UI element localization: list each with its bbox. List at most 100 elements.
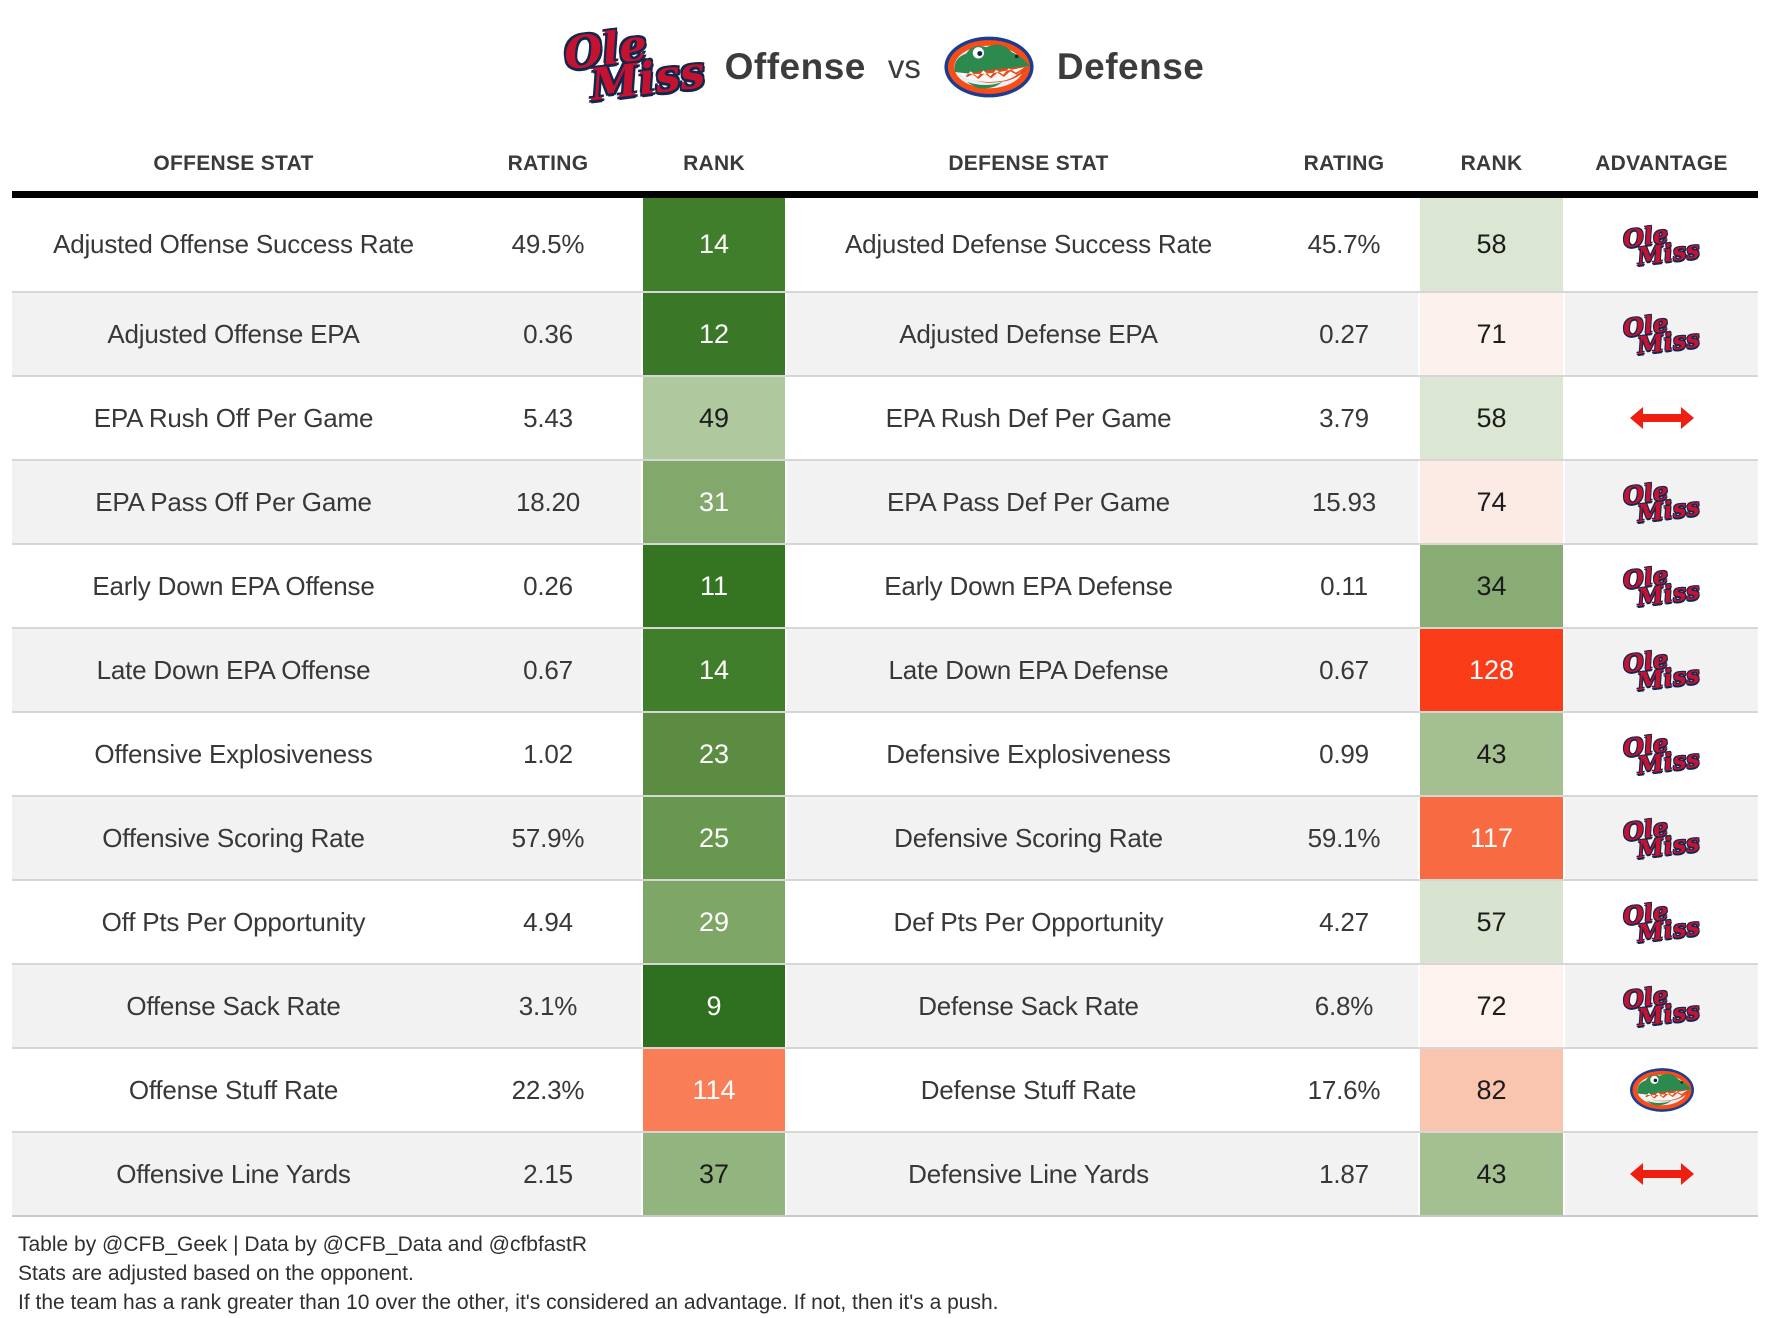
defense-stat-name: Def Pts Per Opportunity — [893, 906, 1164, 937]
advantage-push-arrow-icon — [1630, 1163, 1694, 1185]
defense-stat-name: EPA Pass Def Per Game — [887, 486, 1170, 517]
title-offense: Offense — [724, 46, 866, 87]
defense-rank-value: 72 — [1418, 965, 1565, 1047]
table-row: Late Down EPA Offense 0.67 14 Late Down … — [12, 627, 1758, 711]
advantage-cell — [1565, 1133, 1758, 1215]
table-row: Early Down EPA Offense 0.26 11 Early Dow… — [12, 543, 1758, 627]
offense-rank-value: 12 — [641, 293, 787, 375]
offense-rating-value: 0.26 — [523, 570, 573, 601]
footnote-advantage-rule: If the team has a rank greater than 10 o… — [18, 1290, 999, 1314]
defense-rank-value: 43 — [1418, 1133, 1565, 1215]
defense-rank-cell: 58 — [1418, 377, 1565, 459]
offense-rank-cell: 9 — [641, 965, 787, 1047]
defense-stat-name: Adjusted Defense EPA — [899, 318, 1158, 349]
advantage-cell: Ole Miss — [1565, 713, 1758, 795]
advantage-cell: Ole Miss — [1565, 198, 1758, 291]
offense-rank-cell: 31 — [641, 461, 787, 543]
advantage-olemiss-logo-icon: Ole Miss — [1621, 896, 1702, 948]
defense-rank-cell: 117 — [1418, 797, 1565, 879]
offense-rank-cell: 23 — [641, 713, 787, 795]
offense-stat-name: Adjusted Offense EPA — [107, 318, 360, 349]
defense-stat-name: Defensive Scoring Rate — [894, 822, 1163, 853]
advantage-cell: Ole Miss — [1565, 293, 1758, 375]
defense-rank-value: 82 — [1418, 1049, 1565, 1131]
footnote-adjusted: Stats are adjusted based on the opponent… — [18, 1261, 414, 1285]
advantage-olemiss-logo-icon: Ole Miss — [1621, 476, 1702, 528]
defense-rank-value: 128 — [1418, 629, 1565, 711]
offense-stat-name: Offensive Scoring Rate — [102, 822, 365, 853]
defense-rating-value: 1.87 — [1319, 1158, 1369, 1189]
advantage-olemiss-logo-icon: Ole Miss — [1621, 812, 1702, 864]
defense-rating-value: 15.93 — [1311, 486, 1377, 517]
offense-rating-value: 1.02 — [523, 738, 573, 769]
defense-rank-cell: 128 — [1418, 629, 1565, 711]
advantage-olemiss-logo-icon: Ole Miss — [1621, 560, 1702, 612]
offense-rank-value: 31 — [641, 461, 787, 543]
title-defense: Defense — [1056, 46, 1205, 87]
table-row: EPA Pass Off Per Game 18.20 31 EPA Pass … — [12, 459, 1758, 543]
defense-rank-cell: 57 — [1418, 881, 1565, 963]
advantage-cell: Ole Miss — [1565, 881, 1758, 963]
table-row: Offensive Line Yards 2.15 37 Defensive L… — [12, 1131, 1758, 1217]
defense-rank-value: 58 — [1418, 377, 1565, 459]
defense-stat-name: Defensive Line Yards — [908, 1158, 1149, 1189]
defense-rank-cell: 74 — [1418, 461, 1565, 543]
defense-rating-value: 0.99 — [1319, 738, 1369, 769]
offense-stat-name: Adjusted Offense Success Rate — [53, 229, 414, 260]
defense-rank-cell: 43 — [1418, 1133, 1565, 1215]
florida-gators-logo-icon — [943, 35, 1035, 99]
offense-stat-name: Early Down EPA Offense — [92, 570, 375, 601]
page-title: Ole Miss Offense vs Defense — [0, 0, 1770, 128]
offense-rank-cell: 25 — [641, 797, 787, 879]
offense-rating-value: 2.15 — [523, 1158, 573, 1189]
advantage-cell — [1565, 1049, 1758, 1131]
table-footnotes: Table by @CFB_Geek | Data by @CFB_Data a… — [18, 1231, 1770, 1318]
offense-stat-name: Offense Sack Rate — [126, 990, 341, 1021]
offense-rating-value: 18.20 — [515, 486, 581, 517]
offense-rank-value: 14 — [641, 629, 787, 711]
col-header-offense-stat: OFFENSE STAT — [153, 152, 314, 175]
defense-rank-cell: 72 — [1418, 965, 1565, 1047]
defense-rank-cell: 71 — [1418, 293, 1565, 375]
offense-stat-name: Offensive Line Yards — [116, 1158, 351, 1189]
offense-rank-value: 11 — [641, 545, 787, 627]
title-vs: vs — [887, 48, 921, 85]
offense-rating-value: 0.36 — [523, 318, 573, 349]
advantage-push-arrow-icon — [1630, 407, 1694, 429]
table-row: Adjusted Offense Success Rate 49.5% 14 A… — [12, 198, 1758, 291]
defense-stat-name: Defensive Explosiveness — [886, 738, 1171, 769]
defense-stat-name: Defense Stuff Rate — [920, 1074, 1137, 1105]
advantage-olemiss-logo-icon: Ole Miss — [1621, 218, 1702, 271]
table-row: Off Pts Per Opportunity 4.94 29 Def Pts … — [12, 879, 1758, 963]
table-row: Offense Stuff Rate 22.3% 114 Defense Stu… — [12, 1047, 1758, 1131]
offense-rank-cell: 14 — [641, 629, 787, 711]
table-row: Offensive Scoring Rate 57.9% 25 Defensiv… — [12, 795, 1758, 879]
table-header-row: OFFENSE STAT RATING RANK DEFENSE STAT RA… — [12, 128, 1758, 198]
advantage-cell: Ole Miss — [1565, 629, 1758, 711]
offense-rating-value: 4.94 — [523, 906, 573, 937]
advantage-olemiss-logo-icon: Ole Miss — [1621, 980, 1702, 1032]
defense-rating-value: 0.67 — [1319, 654, 1369, 685]
defense-rank-cell: 34 — [1418, 545, 1565, 627]
defense-rating-value: 59.1% — [1307, 822, 1381, 853]
col-header-advantage: ADVANTAGE — [1595, 152, 1728, 175]
stats-table-body: Adjusted Offense Success Rate 49.5% 14 A… — [12, 198, 1758, 1217]
table-row: Adjusted Offense EPA 0.36 12 Adjusted De… — [12, 291, 1758, 375]
col-header-offense-rank: RANK — [683, 152, 745, 175]
advantage-cell: Ole Miss — [1565, 545, 1758, 627]
defense-stat-name: Late Down EPA Defense — [888, 654, 1169, 685]
offense-rank-value: 25 — [641, 797, 787, 879]
col-header-offense-rating: RATING — [507, 152, 589, 175]
defense-rating-value: 0.27 — [1319, 318, 1369, 349]
defense-rank-cell: 58 — [1418, 198, 1565, 291]
col-header-defense-rank: RANK — [1460, 152, 1523, 175]
advantage-cell: Ole Miss — [1565, 965, 1758, 1047]
offense-rating-value: 0.67 — [523, 654, 573, 685]
advantage-cell: Ole Miss — [1565, 797, 1758, 879]
offense-rank-value: 37 — [641, 1133, 787, 1215]
offense-stat-name: Offensive Explosiveness — [94, 738, 373, 769]
defense-rank-value: 43 — [1418, 713, 1565, 795]
offense-stat-name: EPA Rush Off Per Game — [93, 402, 374, 433]
advantage-olemiss-logo-icon: Ole Miss — [1621, 728, 1702, 780]
advantage-cell — [1565, 377, 1758, 459]
